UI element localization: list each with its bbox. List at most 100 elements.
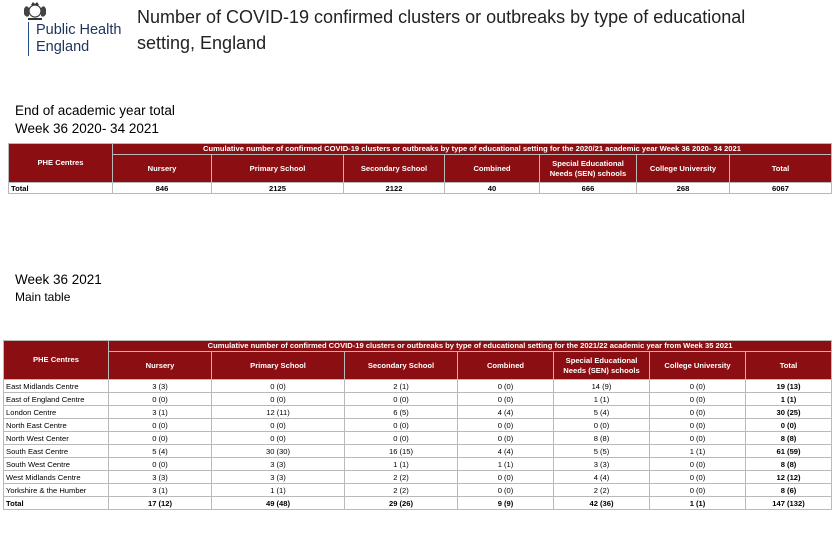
cell-combined: 0 (0) xyxy=(457,379,554,393)
cell-nursery: 846 xyxy=(112,182,212,194)
cell-primary: 0 (0) xyxy=(211,392,345,406)
cell-nursery: 0 (0) xyxy=(108,431,212,445)
cell-sen: 14 (9) xyxy=(553,379,650,393)
table-row: Yorkshire & the Humber 3 (1) 1 (1) 2 (2) 0 (… xyxy=(3,483,832,497)
col-header-secondary: Secondary School xyxy=(343,154,445,183)
logo-text: Public Health England xyxy=(36,22,121,56)
cell-college: 0 (0) xyxy=(649,405,746,419)
phe-logo: Public Health England xyxy=(14,0,124,60)
logo-line1: Public Health xyxy=(36,22,122,38)
cell-total: 61 (59) xyxy=(744,444,832,458)
table-total-row: Total 846 2125 2122 40 666 268 6067 xyxy=(8,182,832,194)
cell-sen: 5 (4) xyxy=(553,405,650,419)
cell-secondary: 2122 xyxy=(343,182,445,194)
row-label: Total xyxy=(3,496,109,510)
col-header-secondary: Secondary School xyxy=(344,351,458,380)
cell-college: 1 (1) xyxy=(649,496,746,510)
section2-label: Week 36 2021 xyxy=(15,272,102,287)
cell-total: 8 (6) xyxy=(744,483,832,497)
section2-sublabel: Main table xyxy=(15,290,71,304)
cell-secondary: 0 (0) xyxy=(344,418,458,432)
table-row: North East Centre 0 (0) 0 (0) 0 (0) 0 (0) 0 (… xyxy=(3,418,832,432)
row-label: West Midlands Centre xyxy=(3,470,109,484)
cell-secondary: 0 (0) xyxy=(344,392,458,406)
table-row: North West Center 0 (0) 0 (0) 0 (0) 0 (0) 8 (… xyxy=(3,431,832,445)
cell-nursery: 3 (1) xyxy=(108,405,212,419)
cell-sen: 42 (36) xyxy=(553,496,650,510)
row-label: North East Centre xyxy=(3,418,109,432)
cell-primary: 3 (3) xyxy=(211,470,345,484)
col-header-centres: PHE Centres xyxy=(8,143,113,183)
cell-secondary: 6 (5) xyxy=(344,405,458,419)
cell-combined: 40 xyxy=(444,182,540,194)
cell-total: 6067 xyxy=(728,182,832,194)
page-title-line2: setting, England xyxy=(137,33,267,53)
cell-combined: 0 (0) xyxy=(457,418,554,432)
table-total-row: Total 17 (12) 49 (48) 29 (26) 9 (9) 42 (… xyxy=(3,496,832,510)
royal-crest-icon xyxy=(24,2,46,20)
cell-total: 8 (8) xyxy=(744,431,832,445)
cell-primary: 49 (48) xyxy=(211,496,345,510)
cell-nursery: 17 (12) xyxy=(108,496,212,510)
col-header-primary: Primary School xyxy=(211,154,344,183)
col-header-college: College University xyxy=(636,154,730,183)
table-row: East Midlands Centre 3 (3) 0 (0) 2 (1) 0 (0)… xyxy=(3,379,832,393)
week36-main-table: PHE Centres Cumulative number of confirm… xyxy=(3,340,832,510)
cell-primary: 0 (0) xyxy=(211,418,345,432)
cell-sen: 3 (3) xyxy=(553,457,650,471)
col-header-sen: Special Educational Needs (SEN) schools xyxy=(553,351,650,380)
cell-sen: 0 (0) xyxy=(553,418,650,432)
logo-line2: England xyxy=(36,39,90,55)
cell-nursery: 0 (0) xyxy=(108,392,212,406)
cell-primary: 2125 xyxy=(211,182,344,194)
cell-total: 8 (8) xyxy=(744,457,832,471)
cell-total: 147 (132) xyxy=(744,496,832,510)
cell-combined: 0 (0) xyxy=(457,392,554,406)
cell-sen: 8 (8) xyxy=(553,431,650,445)
cell-combined: 0 (0) xyxy=(457,470,554,484)
table-row: South West Centre 0 (0) 3 (3) 1 (1) 1 (1) 3 (… xyxy=(3,457,832,471)
col-header-nursery: Nursery xyxy=(112,154,212,183)
col-header-college: College University xyxy=(649,351,746,380)
cell-total: 1 (1) xyxy=(744,392,832,406)
col-header-primary: Primary School xyxy=(211,351,345,380)
cell-combined: 9 (9) xyxy=(457,496,554,510)
cell-total: 12 (12) xyxy=(744,470,832,484)
cell-nursery: 3 (3) xyxy=(108,470,212,484)
cell-combined: 1 (1) xyxy=(457,457,554,471)
table-row: London Centre 3 (1) 12 (11) 6 (5) 4 (4) 5 (4)… xyxy=(3,405,832,419)
cell-nursery: 0 (0) xyxy=(108,418,212,432)
col-header-combined: Combined xyxy=(444,154,540,183)
cell-combined: 4 (4) xyxy=(457,405,554,419)
cell-secondary: 1 (1) xyxy=(344,457,458,471)
cell-college: 268 xyxy=(636,182,730,194)
cell-college: 0 (0) xyxy=(649,418,746,432)
table1-span-header: Cumulative number of confirmed COVID-19 … xyxy=(111,143,832,155)
cell-nursery: 3 (1) xyxy=(108,483,212,497)
cell-secondary: 29 (26) xyxy=(344,496,458,510)
cell-secondary: 16 (15) xyxy=(344,444,458,458)
cell-sen: 1 (1) xyxy=(553,392,650,406)
cell-combined: 0 (0) xyxy=(457,431,554,445)
cell-nursery: 5 (4) xyxy=(108,444,212,458)
cell-college: 0 (0) xyxy=(649,470,746,484)
cell-college: 0 (0) xyxy=(649,483,746,497)
cell-college: 0 (0) xyxy=(649,457,746,471)
row-label: East Midlands Centre xyxy=(3,379,109,393)
cell-primary: 0 (0) xyxy=(211,379,345,393)
cell-sen: 666 xyxy=(539,182,637,194)
row-label: Yorkshire & the Humber xyxy=(3,483,109,497)
cell-combined: 0 (0) xyxy=(457,483,554,497)
col-header-combined: Combined xyxy=(457,351,554,380)
cell-secondary: 2 (2) xyxy=(344,483,458,497)
cell-total: 30 (25) xyxy=(744,405,832,419)
cell-college: 0 (0) xyxy=(649,392,746,406)
end-of-year-table: PHE Centres Cumulative number of confirm… xyxy=(8,143,832,194)
cell-primary: 30 (30) xyxy=(211,444,345,458)
row-label: North West Center xyxy=(3,431,109,445)
row-label: Total xyxy=(8,182,113,194)
table-row: East of England Centre 0 (0) 0 (0) 0 (0) 0 (… xyxy=(3,392,832,406)
logo-rule xyxy=(28,22,29,56)
cell-primary: 3 (3) xyxy=(211,457,345,471)
row-label: South East Centre xyxy=(3,444,109,458)
